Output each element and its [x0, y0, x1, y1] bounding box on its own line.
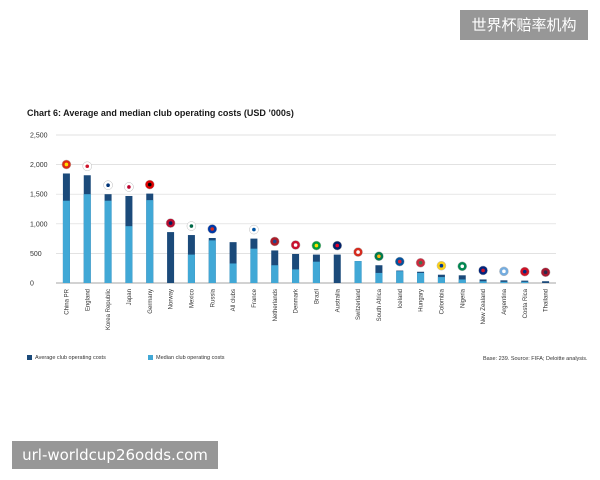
bar-median: [437, 277, 445, 283]
x-category-label: Mexico: [189, 288, 195, 308]
russia-flag-icon-emblem: [210, 227, 215, 231]
x-category-label: Norway: [169, 289, 175, 309]
bar-median: [521, 281, 529, 283]
y-tick-label: 2,500: [30, 133, 48, 140]
bar-average: [167, 232, 175, 283]
bar-median: [125, 226, 133, 283]
colombia-flag-icon-emblem: [439, 263, 444, 268]
bar-median: [292, 269, 300, 283]
germany-flag-icon-emblem: [147, 182, 152, 187]
x-category-label: Japan: [127, 289, 133, 305]
bar-median: [250, 248, 258, 283]
x-category-label: Thailand: [544, 289, 550, 312]
norway-flag-icon-emblem: [168, 221, 173, 225]
thailand-flag-icon-emblem: [543, 270, 548, 275]
x-category-label: Argentina: [502, 288, 508, 314]
x-category-label: Korea Republic: [106, 289, 112, 330]
y-tick-label: 1,000: [30, 221, 48, 228]
legend-median-label: Median club operating costs: [156, 355, 225, 361]
brazil-flag-icon-emblem: [314, 243, 319, 248]
bar-median: [104, 200, 112, 283]
x-category-label: Denmark: [294, 288, 300, 313]
bar-average: [500, 280, 508, 283]
watermark-top: 世界杯赔率机构: [460, 10, 588, 40]
bar-median: [208, 240, 216, 283]
legend-median-swatch: [148, 355, 153, 361]
x-category-label: All clubs: [231, 289, 237, 311]
bar-median: [375, 272, 383, 283]
bar-median: [458, 279, 466, 283]
x-category-label: New Zealand: [481, 289, 487, 324]
y-tick-label: 2,000: [30, 162, 48, 169]
legend-average-swatch: [27, 355, 32, 361]
bar-average: [333, 254, 341, 283]
x-category-label: Iceland: [398, 289, 404, 308]
bar-average: [292, 253, 300, 283]
x-category-label: Australia: [335, 288, 341, 312]
australia-flag-icon-emblem: [335, 243, 340, 248]
bar-median: [354, 261, 362, 283]
x-category-label: Switzerland: [356, 289, 362, 320]
source-note: Base: 239. Source: FIFA; Deloitte analys…: [483, 356, 588, 362]
watermark-bottom: url-worldcup26odds.com: [12, 441, 218, 469]
x-category-label: Colombia: [439, 288, 445, 314]
switzerland-flag-icon-emblem: [356, 250, 360, 254]
x-category-label: Costa Rica: [523, 288, 529, 318]
bar-median: [146, 200, 154, 283]
x-category-label: China PR: [64, 288, 70, 314]
x-category-label: Brazil: [314, 289, 320, 304]
bar-median: [396, 271, 404, 283]
bar-median: [271, 265, 279, 283]
x-category-label: Nigeria: [460, 288, 466, 308]
bar-median: [187, 254, 195, 283]
bar-median: [62, 200, 70, 283]
bar-average: [458, 275, 466, 283]
x-category-label: France: [252, 288, 258, 307]
argentina-flag-icon-emblem: [502, 269, 506, 274]
china-flag-icon-emblem: [64, 162, 69, 167]
france-flag-icon-emblem: [252, 227, 256, 232]
legend-median: Median club operating costs: [148, 355, 224, 361]
england-flag-icon-emblem: [85, 164, 90, 169]
denmark-flag-icon-emblem: [293, 243, 298, 247]
mexico-flag-icon-emblem: [189, 224, 194, 228]
japan-flag-icon-emblem: [127, 185, 131, 189]
x-category-label: Russia: [210, 288, 216, 307]
x-category-label: Hungary: [419, 289, 425, 312]
bar-average: [542, 281, 550, 283]
x-category-label: England: [85, 289, 91, 311]
bar-median: [229, 263, 237, 283]
y-tick-label: 1,500: [30, 192, 48, 199]
bar-median: [312, 261, 320, 283]
korea-flag-icon-emblem: [106, 183, 110, 187]
x-category-label: Netherlands: [273, 289, 279, 321]
iceland-flag-icon-emblem: [397, 259, 402, 264]
bar-average: [229, 242, 237, 283]
bar-median: [500, 281, 508, 283]
y-tick-label: 500: [30, 251, 42, 258]
new-zealand-flag-icon-emblem: [481, 268, 485, 273]
x-category-label: Germany: [148, 289, 154, 314]
hungary-flag-icon-emblem: [418, 260, 423, 265]
bar-median: [479, 281, 487, 283]
legend-average: Average club operating costs: [27, 355, 106, 361]
south-africa-flag-icon-emblem: [377, 254, 381, 259]
bar-median: [83, 194, 91, 283]
bar-median: [417, 272, 425, 283]
netherlands-flag-icon-emblem: [272, 239, 277, 244]
bar-average: [521, 280, 529, 283]
costa-rica-flag-icon-emblem: [522, 269, 527, 274]
y-tick-label: 0: [30, 281, 34, 288]
chart-title: Chart 6: Average and median club operati…: [27, 108, 294, 118]
legend-average-label: Average club operating costs: [35, 355, 106, 361]
nigeria-flag-icon-emblem: [460, 264, 465, 269]
x-category-label: South Africa: [377, 288, 383, 321]
